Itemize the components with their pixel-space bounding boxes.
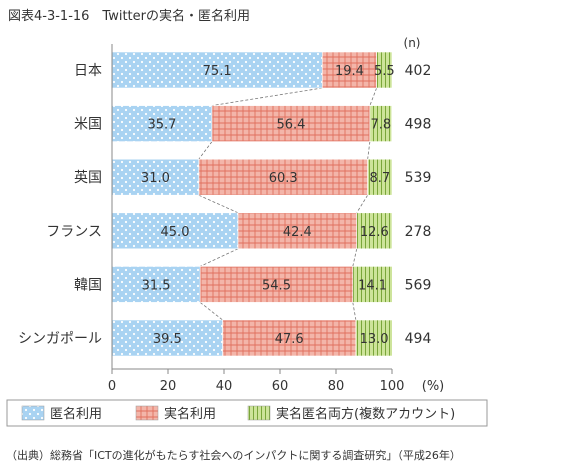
value-label-anonymous: 45.0 [161, 225, 190, 240]
category-label: 日本 [74, 63, 102, 79]
bar-segment-both [356, 212, 393, 250]
connector-line [352, 248, 358, 267]
n-value-label: 539 [405, 170, 432, 186]
legend-swatch-both [247, 405, 271, 421]
legend-label: 実名利用 [164, 406, 216, 422]
value-label-real-name: 19.4 [335, 64, 364, 79]
n-value-label: 494 [405, 331, 432, 347]
legend-box [6, 399, 488, 427]
n-value-label: 402 [405, 63, 432, 79]
value-label-both: 5.5 [374, 64, 395, 79]
connector-line [352, 302, 357, 321]
value-label-real-name: 47.6 [275, 332, 304, 347]
bar-segment-real-name [237, 212, 358, 250]
value-label-real-name: 54.5 [262, 278, 291, 293]
value-label-real-name: 56.4 [276, 118, 305, 133]
connector-line [211, 87, 323, 106]
value-label-anonymous: 35.7 [148, 118, 177, 133]
bar-segment-real-name [198, 158, 368, 196]
category-label: 英国 [74, 169, 102, 186]
x-tick-label: 0 [108, 379, 116, 394]
legend-label: 実名匿名両方(複数アカウント) [276, 406, 455, 422]
value-label-both: 13.0 [360, 332, 389, 347]
x-tick-label: 40 [216, 379, 233, 394]
x-tick-label: 80 [328, 379, 345, 394]
figure-title: 図表4-3-1-16 Twitterの実名・匿名利用 [8, 8, 250, 24]
n-value-label: 569 [405, 277, 432, 293]
legend-swatch-anonymous [21, 405, 45, 421]
value-label-both: 14.1 [358, 278, 387, 293]
connector-line [198, 194, 239, 214]
bar-segment-both [367, 158, 393, 196]
x-tick-label: 20 [160, 379, 177, 394]
x-axis-unit-label: (%) [422, 379, 445, 394]
value-label-both: 12.6 [360, 225, 389, 240]
bar-segment-real-name [211, 105, 371, 142]
n-column-header: (n) [404, 36, 421, 50]
connector-line [369, 87, 377, 106]
bars-group: 日本 75.1 19.4 5.5 402 米国 35.7 56.4 7.8 498 英国 31.0 60… [18, 51, 432, 357]
value-label-real-name: 60.3 [269, 171, 298, 186]
bar-segment-anonymous [111, 51, 323, 89]
bar-segment-both [352, 266, 393, 303]
bar-segment-real-name [199, 266, 354, 303]
connector-line [200, 248, 239, 267]
n-value-label: 278 [405, 224, 432, 240]
bar-segment-both [369, 105, 393, 142]
category-label: 韓国 [74, 277, 102, 293]
connector-line [356, 194, 368, 214]
bar-segment-both [355, 319, 393, 357]
legend: 匿名利用 実名利用 実名匿名両方(複数アカウント) [6, 399, 488, 427]
n-value-label: 498 [405, 117, 432, 133]
bar-segment-anonymous [111, 266, 201, 303]
connector-lines [198, 87, 377, 321]
bar-segment-real-name [321, 51, 377, 89]
bar-segment-anonymous [111, 158, 200, 196]
category-label: フランス [46, 224, 102, 240]
legend-swatch-real-name [135, 405, 159, 421]
value-label-anonymous: 31.0 [141, 171, 170, 186]
value-label-anonymous: 39.5 [153, 332, 182, 347]
value-label-anonymous: 31.5 [142, 278, 171, 293]
x-tick-label: 100 [380, 379, 405, 394]
x-axis: 0 20 40 60 80 100 [108, 44, 405, 394]
value-label-anonymous: 75.1 [203, 64, 232, 79]
value-label-real-name: 42.4 [283, 225, 312, 240]
category-label: シンガポール [18, 331, 102, 347]
x-tick-label: 60 [272, 379, 289, 394]
bar-segment-anonymous [111, 212, 239, 250]
connector-line [198, 141, 213, 160]
source-note: （出典）総務省「ICTの進化がもたらす社会へのインパクトに関する調査研究」（平成… [6, 448, 461, 462]
category-label: 米国 [74, 117, 102, 133]
value-label-both: 7.8 [370, 118, 391, 133]
connector-line [367, 141, 371, 160]
legend-label: 匿名利用 [50, 406, 102, 422]
bar-segment-anonymous [111, 105, 213, 142]
connector-line [199, 302, 223, 321]
value-label-both: 8.7 [369, 171, 390, 186]
bar-segment-both [376, 51, 393, 89]
